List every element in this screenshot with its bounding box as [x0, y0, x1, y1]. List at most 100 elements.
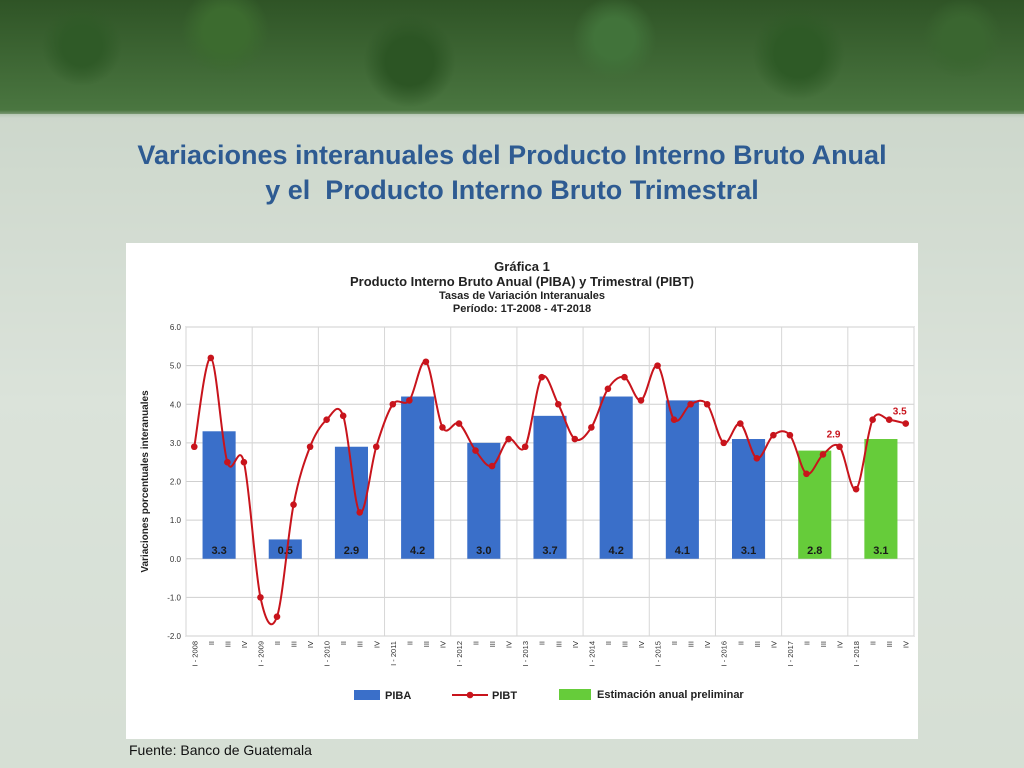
x-tick-label: III	[554, 641, 563, 647]
pibt-point-27	[637, 397, 645, 404]
pibt-point-19	[505, 435, 512, 443]
x-tick-label: I - 2009	[256, 641, 265, 666]
x-tick-label: II	[670, 641, 679, 645]
pibt-point-24	[588, 424, 595, 431]
x-tick-label: IV	[306, 641, 315, 648]
bar-2011	[401, 396, 435, 559]
legend-prelim-label: Estimación anual preliminar	[597, 689, 744, 701]
bar-2014	[599, 396, 633, 559]
y-tick-label: 2.0	[170, 478, 182, 487]
y-tick-label: 3.0	[170, 439, 182, 448]
x-tick-label: I - 2010	[323, 641, 332, 666]
chart-subtitle: Producto Interno Bruto Anual (PIBA) y Tr…	[349, 274, 695, 289]
x-tick-label: IV	[703, 641, 712, 648]
x-tick-label: II	[869, 641, 878, 645]
slide-title: Variaciones interanuales del Producto In…	[60, 138, 964, 208]
x-tick-label: I - 2016	[720, 641, 729, 666]
pibt-point-3	[240, 458, 248, 466]
bar-value-label-2013: 3.7	[542, 545, 557, 557]
pibt-point-20	[521, 443, 529, 451]
x-tick-label: I - 2013	[521, 641, 530, 666]
pibt-point-37	[803, 470, 810, 478]
pibt-point-9	[339, 412, 347, 420]
x-tick-label: IV	[438, 641, 447, 648]
slide-title-line1: Variaciones interanuales del Producto In…	[137, 140, 887, 170]
pibt-point-1	[207, 354, 215, 362]
pibt-point-5	[273, 613, 281, 620]
x-tick-label: I - 2012	[455, 641, 464, 666]
x-tick-label: III	[885, 641, 894, 647]
legend-pibt-marker	[466, 691, 474, 699]
pibt-point-32	[720, 439, 728, 447]
x-tick-label: II	[538, 641, 547, 645]
pibt-annotation: 3.5	[893, 407, 907, 418]
pibt-point-42	[885, 416, 893, 423]
pibt-point-31	[703, 400, 711, 408]
pibt-point-26	[621, 373, 628, 381]
pibt-point-39	[836, 443, 843, 451]
pibt-point-30	[687, 400, 694, 408]
x-tick-label: II	[802, 641, 811, 645]
bar-value-label-2008: 3.3	[211, 545, 226, 557]
x-tick-label: IV	[571, 641, 580, 648]
x-tick-label: IV	[836, 641, 845, 648]
x-tick-label: I - 2008	[190, 641, 199, 666]
chart-title: Gráfica 1	[494, 259, 550, 274]
bar-2015	[665, 400, 699, 559]
x-tick-label: III	[488, 641, 497, 647]
x-tick-label: III	[687, 641, 696, 647]
pibt-point-13	[406, 397, 413, 404]
x-tick-label: II	[405, 641, 414, 645]
bar-value-label-2009: 0.5	[278, 545, 293, 557]
x-tick-label: II	[339, 641, 348, 645]
pibt-point-22	[554, 400, 562, 408]
pibt-point-38	[819, 451, 827, 458]
bar-2013	[533, 415, 567, 559]
pibt-point-12	[389, 400, 397, 408]
y-tick-label: -2.0	[167, 632, 181, 641]
bar-value-label-2016: 3.1	[741, 545, 756, 557]
x-tick-label: IV	[769, 641, 778, 648]
pibt-point-0	[190, 443, 198, 451]
pibt-point-29	[670, 416, 678, 423]
chart-panel: Gráfica 1 Producto Interno Bruto Anual (…	[126, 243, 918, 739]
x-tick-label: III	[356, 641, 365, 647]
y-tick-label: 0.0	[170, 555, 182, 564]
x-tick-label: II	[604, 641, 613, 645]
x-tick-label: IV	[902, 641, 911, 648]
y-tick-label: 1.0	[170, 516, 182, 525]
pibt-point-34	[753, 455, 761, 462]
x-tick-label: IV	[637, 641, 646, 648]
x-tick-label: II	[736, 641, 745, 645]
pibt-point-43	[902, 420, 910, 427]
x-tick-label: II	[273, 641, 282, 645]
pibt-point-10	[356, 509, 364, 516]
x-tick-label: IV	[372, 641, 381, 648]
bar-value-label-2015: 4.1	[675, 545, 690, 557]
pibt-point-6	[290, 501, 297, 508]
y-tick-label: -1.0	[167, 593, 181, 602]
bar-value-label-2018: 3.1	[873, 545, 888, 557]
slide-title-line2: y el Producto Interno Bruto Trimestral	[265, 175, 759, 205]
x-tick-label: III	[620, 641, 629, 647]
chart-subtitle-rates: Tasas de Variación Interanuales	[438, 290, 606, 302]
pibt-point-2	[224, 458, 231, 466]
bar-2009	[268, 539, 302, 559]
pibt-point-7	[306, 443, 314, 451]
pibt-point-23	[571, 435, 579, 443]
bar-2008	[202, 431, 236, 559]
chart-subtitle-period: Período: 1T-2008 - 4T-2018	[452, 303, 592, 315]
y-tick-label: 5.0	[170, 362, 182, 371]
x-tick-label: I - 2011	[389, 641, 398, 666]
pibt-point-33	[736, 420, 744, 427]
x-tick-label: IV	[505, 641, 514, 648]
pibt-point-40	[852, 485, 860, 493]
pibt-point-11	[372, 443, 380, 451]
legend-prelim-swatch	[559, 689, 591, 700]
pibt-point-18	[488, 462, 496, 470]
x-tick-label: I - 2015	[654, 641, 663, 666]
chart-svg: 6.0 5.0 4.0 3.0 2.0 1.0 0.0 -1.0 -2.0 Variaciones…	[140, 323, 915, 702]
y-tick-label: 6.0	[170, 323, 182, 332]
pibt-point-36	[786, 431, 794, 439]
bar-value-label-2010: 2.9	[344, 545, 359, 557]
